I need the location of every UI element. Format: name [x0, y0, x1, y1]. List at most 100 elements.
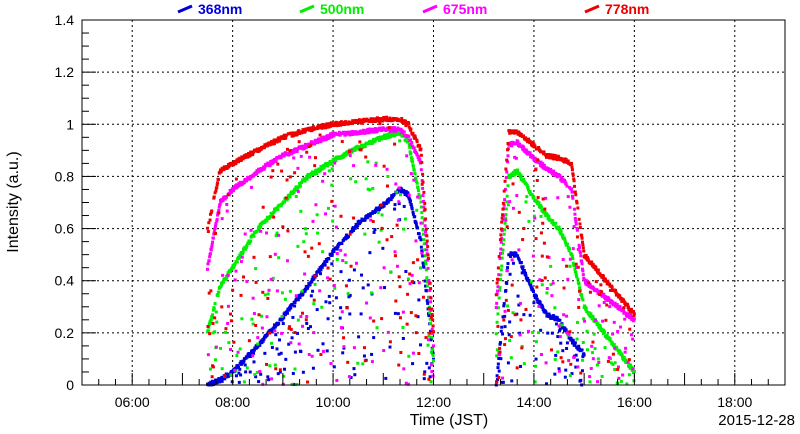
- data-point: [315, 213, 319, 217]
- data-point: [398, 119, 402, 123]
- data-point: [580, 293, 584, 297]
- data-point: [609, 339, 613, 343]
- data-point: [327, 169, 331, 173]
- data-point: [431, 351, 435, 355]
- data-point: [303, 129, 307, 133]
- data-point: [401, 336, 405, 340]
- data-point: [559, 341, 563, 345]
- data-point: [532, 301, 536, 305]
- data-point: [425, 276, 429, 280]
- data-point: [225, 209, 229, 213]
- data-point: [373, 130, 377, 134]
- data-point: [406, 277, 410, 281]
- data-point: [511, 182, 515, 186]
- data-point: [558, 327, 562, 331]
- data-point: [245, 243, 249, 247]
- data-point: [509, 356, 513, 360]
- y-tick-label: 0.8: [55, 168, 75, 184]
- data-point: [513, 313, 517, 317]
- data-point: [397, 186, 401, 190]
- data-point: [527, 279, 531, 283]
- data-point: [275, 289, 279, 293]
- data-point: [419, 221, 423, 225]
- data-point: [232, 264, 236, 268]
- data-point: [560, 323, 564, 327]
- data-point: [369, 130, 373, 134]
- data-point: [565, 346, 569, 350]
- data-point: [544, 213, 548, 217]
- data-point: [379, 118, 383, 122]
- data-point: [616, 306, 620, 310]
- data-point: [520, 346, 524, 350]
- data-point: [430, 370, 434, 374]
- data-point: [542, 241, 546, 245]
- data-point: [564, 157, 568, 161]
- data-point: [573, 343, 577, 347]
- data-point: [347, 278, 351, 282]
- data-point: [310, 354, 314, 358]
- data-point: [347, 130, 351, 134]
- data-point: [429, 338, 433, 342]
- data-point: [495, 281, 499, 285]
- data-point: [606, 280, 610, 284]
- data-point: [288, 175, 292, 179]
- data-point: [496, 378, 500, 382]
- data-point: [383, 286, 387, 290]
- data-point: [313, 282, 317, 286]
- data-point: [416, 186, 420, 190]
- data-point: [406, 292, 410, 296]
- y-tick-label: 0.2: [55, 325, 75, 341]
- data-point: [385, 134, 389, 138]
- data-point: [602, 328, 606, 332]
- data-point: [417, 298, 421, 302]
- data-point: [411, 351, 415, 355]
- data-point: [377, 135, 381, 139]
- data-point: [375, 116, 379, 120]
- data-point: [617, 376, 621, 380]
- data-point: [345, 306, 349, 310]
- data-point: [292, 150, 296, 154]
- data-point: [265, 362, 269, 366]
- data-point: [412, 281, 416, 285]
- data-point: [407, 143, 411, 147]
- data-point: [543, 276, 547, 280]
- data-point: [396, 218, 400, 222]
- data-point: [321, 342, 325, 346]
- data-point: [373, 139, 377, 143]
- data-point: [328, 277, 332, 281]
- data-point: [585, 256, 589, 260]
- data-point: [217, 208, 221, 212]
- data-point: [246, 155, 250, 159]
- data-point: [390, 195, 394, 199]
- data-point: [327, 125, 331, 129]
- data-point: [229, 319, 233, 323]
- data-point: [508, 254, 512, 258]
- data-point: [526, 188, 530, 192]
- data-point: [570, 255, 574, 259]
- data-point: [495, 374, 499, 378]
- data-point: [320, 266, 324, 270]
- data-point: [257, 313, 261, 317]
- data-point: [406, 191, 410, 195]
- data-point: [410, 207, 414, 211]
- data-point: [632, 312, 636, 316]
- data-point: [236, 350, 240, 354]
- data-point: [428, 281, 432, 285]
- data-point: [495, 301, 499, 305]
- data-point: [231, 189, 235, 193]
- data-point: [214, 189, 218, 193]
- data-point: [566, 159, 570, 163]
- data-point: [278, 368, 282, 372]
- data-point: [219, 346, 223, 350]
- data-point: [220, 305, 224, 309]
- data-point: [366, 187, 370, 191]
- data-point: [426, 295, 430, 299]
- x-tick-label: 10:00: [316, 394, 351, 410]
- data-point: [541, 197, 545, 201]
- data-point: [627, 364, 631, 368]
- data-point: [371, 219, 375, 223]
- data-point: [359, 312, 363, 316]
- data-point: [366, 283, 370, 287]
- data-point: [210, 209, 214, 213]
- data-point: [319, 353, 323, 357]
